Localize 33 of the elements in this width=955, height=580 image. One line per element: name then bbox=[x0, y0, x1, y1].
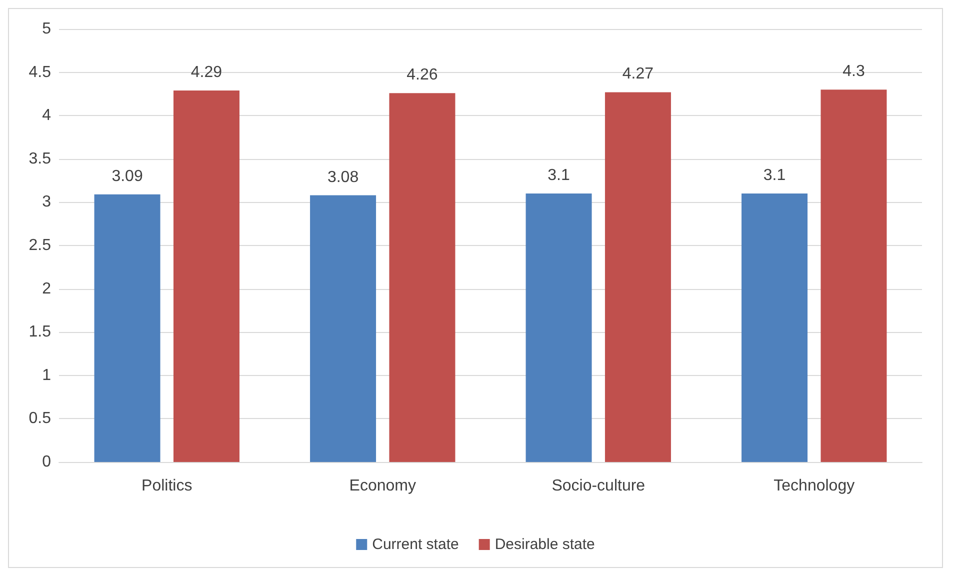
y-tick-label: 0.5 bbox=[28, 410, 52, 428]
y-tick-label: 4 bbox=[42, 107, 52, 124]
y-tick-label: 5 bbox=[42, 20, 52, 38]
x-tick-label: Socio-culture bbox=[552, 478, 646, 494]
bar bbox=[604, 92, 671, 462]
x-tick-label: Politics bbox=[142, 478, 192, 494]
legend-label: Desirable state bbox=[494, 536, 595, 553]
y-tick-label: 2.5 bbox=[28, 237, 52, 254]
bar bbox=[173, 90, 240, 462]
bar bbox=[526, 194, 592, 462]
bar bbox=[310, 195, 376, 462]
bar bbox=[94, 194, 160, 462]
data-label: 3.1 bbox=[548, 167, 570, 184]
y-tick-label: 3.5 bbox=[28, 150, 52, 168]
bar bbox=[389, 93, 456, 462]
bar bbox=[820, 90, 887, 462]
bar bbox=[742, 194, 808, 462]
data-label: 4.3 bbox=[842, 63, 865, 80]
y-tick-label: 1.5 bbox=[28, 324, 52, 341]
x-tick-label: Economy bbox=[349, 478, 416, 494]
y-tick-label: 4.5 bbox=[28, 64, 52, 81]
data-label: 4.27 bbox=[622, 66, 654, 83]
data-label: 3.1 bbox=[763, 167, 786, 184]
data-label: 4.26 bbox=[406, 66, 438, 84]
data-label: 4.29 bbox=[190, 64, 222, 81]
y-tick-label: 1 bbox=[42, 366, 52, 384]
data-label: 3.09 bbox=[112, 168, 143, 185]
y-tick-label: 3 bbox=[42, 194, 52, 211]
legend-label: Current state bbox=[372, 536, 459, 553]
data-label: 3.08 bbox=[327, 168, 359, 186]
y-tick-label: 0 bbox=[42, 454, 52, 470]
x-tick-label: Technology bbox=[774, 478, 855, 494]
y-tick-label: 2 bbox=[42, 280, 52, 298]
